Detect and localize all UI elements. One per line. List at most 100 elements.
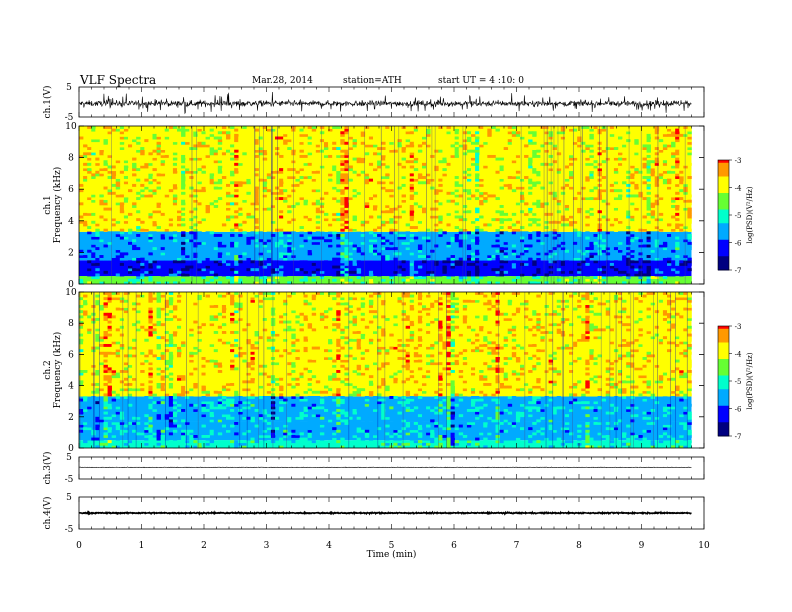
spectrogram-cell: [148, 141, 153, 145]
spectrogram-cell: [213, 191, 219, 195]
spectrogram-cell: [164, 257, 170, 261]
spectrogram-cell: [209, 183, 215, 187]
spectrogram-cell: [230, 165, 235, 169]
spectrogram-cell: [622, 162, 627, 166]
spectrogram-cell: [332, 131, 337, 135]
spectrogram-cell: [430, 176, 435, 179]
spectrogram-cell: [613, 241, 619, 245]
spectrogram-cell: [242, 131, 247, 135]
spectrogram-cell: [164, 194, 170, 198]
spectrogram-cell: [442, 236, 447, 240]
spectrogram-cell: [279, 131, 284, 135]
spectrogram-cell: [426, 144, 431, 148]
spectrogram-cell: [148, 147, 153, 150]
spectrogram-cell: [91, 128, 96, 132]
spectrogram-cell: [111, 170, 117, 174]
spectrogram-cell: [642, 131, 647, 135]
spectrogram-cell: [324, 281, 329, 285]
spectrogram-cell: [393, 226, 398, 229]
spectrogram-cell: [299, 228, 304, 232]
spectrogram-cell: [483, 160, 488, 164]
spectrogram-cell: [303, 239, 308, 243]
spectrogram-cell: [336, 141, 341, 145]
spectrogram-cell: [389, 262, 394, 266]
spectrogram-cell: [609, 178, 615, 182]
spectrogram-cell: [205, 205, 210, 208]
spectrogram-cell: [601, 239, 607, 243]
spectrogram-cell: [319, 244, 325, 248]
spectrogram-cell: [667, 233, 672, 237]
spectrogram-cell: [658, 215, 664, 219]
spectrogram-cell: [552, 215, 558, 219]
spectrogram-cell: [213, 157, 219, 161]
spectrogram-cell: [336, 233, 341, 237]
spectrogram-cell: [589, 152, 594, 156]
spectrogram-cell: [177, 218, 182, 222]
spectrogram-cell: [524, 194, 529, 198]
spectrogram-cell: [103, 170, 108, 174]
spectrogram-cell: [646, 170, 651, 174]
spectrogram-cell: [283, 205, 288, 208]
spectrogram-cell: [315, 141, 321, 145]
spectrogram-cell: [650, 247, 656, 251]
spectrogram-cell: [409, 281, 415, 285]
spectrogram-cell: [283, 176, 288, 179]
spectrogram-cell: [217, 149, 223, 153]
spectrogram-cell: [164, 249, 170, 253]
spectrogram-cell: [601, 270, 607, 274]
spectrogram-cell: [479, 186, 484, 190]
spectrogram-cell: [352, 244, 357, 248]
spectrogram-cell: [405, 278, 411, 282]
spectrogram-cell: [328, 181, 333, 185]
spectrogram-cell: [499, 186, 504, 190]
spectrogram-cell: [99, 176, 104, 179]
spectrogram-cell: [193, 197, 198, 201]
spectrogram-cell: [548, 268, 553, 272]
spectrogram-cell: [442, 276, 447, 280]
spectrogram-cell: [417, 144, 423, 148]
spectrogram-cell: [564, 265, 570, 269]
spectrogram-cell: [544, 265, 549, 269]
spectrogram-cell: [381, 257, 386, 261]
spectrogram-cell: [397, 231, 402, 235]
spectrogram-cell: [311, 170, 317, 174]
spectrogram-cell: [83, 162, 88, 166]
spectrogram-cell: [609, 170, 615, 174]
spectrogram-cell: [91, 149, 96, 153]
spectrogram-cell: [389, 160, 394, 164]
spectrogram-cell: [319, 173, 325, 177]
spectrogram-cell: [254, 278, 259, 282]
spectrogram-cell: [307, 139, 313, 143]
spectrogram-cell: [287, 239, 292, 243]
spectrogram-cell: [148, 212, 153, 216]
spectrogram-cell: [242, 199, 247, 203]
spectrogram-cell: [417, 181, 423, 185]
spectrogram-cell: [377, 220, 382, 224]
spectrogram-cell: [422, 181, 427, 185]
spectrogram-cell: [585, 194, 590, 198]
spectrogram-cell: [119, 207, 125, 211]
spectrogram-cell: [613, 197, 619, 201]
spectrogram-cell: [581, 170, 586, 174]
spectrogram-cell: [254, 281, 259, 285]
spectrogram-cell: [548, 170, 553, 174]
spectrogram-cell: [332, 183, 337, 187]
spectrogram-cell: [360, 141, 366, 145]
spectrogram-cell: [319, 152, 325, 156]
spectrogram-cell: [181, 181, 186, 185]
spectrogram-cell: [426, 133, 431, 137]
spectrogram-cell: [307, 194, 313, 198]
spectrogram-cell: [119, 252, 125, 256]
spectrogram-cell: [560, 170, 566, 174]
spectrogram-cell: [536, 173, 541, 177]
spectrogram-cell: [172, 218, 178, 222]
spectrogram-cell: [103, 220, 108, 224]
spectrogram-cell: [303, 165, 308, 169]
spectrogram-cell: [123, 252, 129, 256]
spectrogram-cell: [671, 276, 676, 280]
spectrogram-cell: [356, 231, 362, 235]
spectrogram-cell: [409, 233, 415, 237]
spectrogram-cell: [336, 273, 341, 277]
spectrogram-cell: [450, 226, 455, 229]
spectrogram-cell: [540, 270, 545, 274]
